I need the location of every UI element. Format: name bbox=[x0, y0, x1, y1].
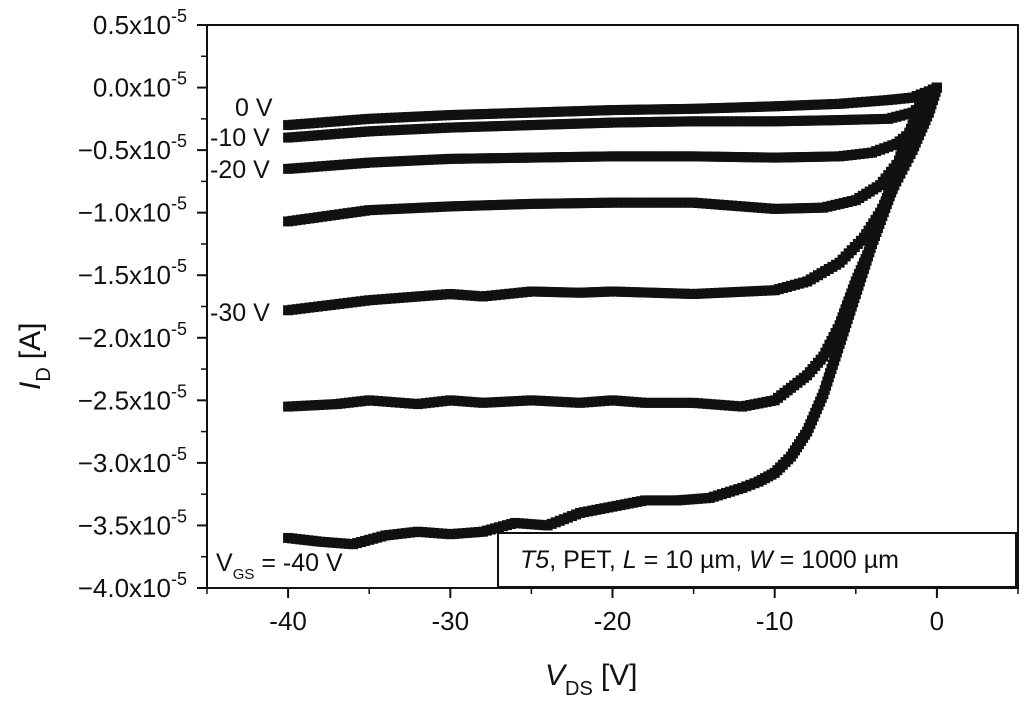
y-tick-label: −2.5x10-5 bbox=[78, 381, 187, 415]
y-tick-exponent: -5 bbox=[171, 6, 187, 26]
x-axis-sub: DS bbox=[565, 678, 593, 700]
x-axis-title: VDS [V] bbox=[545, 659, 638, 700]
y-tick-exponent: -5 bbox=[171, 194, 187, 214]
y-tick-mantissa: −1.5x10 bbox=[78, 260, 171, 290]
y-tick-mantissa: 0.0x10 bbox=[93, 73, 171, 103]
device-substrate: , PET, bbox=[549, 546, 623, 574]
y-tick-exponent: -5 bbox=[171, 506, 187, 526]
y-tick-mantissa: −1.0x10 bbox=[78, 198, 171, 228]
y-tick-exponent: -5 bbox=[171, 569, 187, 589]
device-l-value: = 10 µm, bbox=[637, 546, 749, 574]
y-tick-exponent: -5 bbox=[171, 381, 187, 401]
y-tick-mantissa: −2.0x10 bbox=[78, 323, 171, 353]
y-tick-exponent: -5 bbox=[171, 256, 187, 276]
vgs-rest: = -40 V bbox=[254, 549, 343, 577]
device-info-box bbox=[497, 532, 1017, 588]
x-tick-label: -30 bbox=[432, 606, 470, 636]
y-tick-mantissa: −3.0x10 bbox=[78, 448, 171, 478]
x-axis-main: V bbox=[545, 659, 568, 692]
x-tick-label: 0 bbox=[930, 606, 944, 636]
y-tick-label: −1.5x10-5 bbox=[78, 256, 187, 290]
curve-label-minus30v: -30 V bbox=[210, 299, 270, 327]
y-tick-label: −1.0x10-5 bbox=[78, 194, 187, 228]
curve-label-minus10v: -10 V bbox=[210, 124, 270, 152]
y-tick-exponent: -5 bbox=[171, 69, 187, 89]
y-tick-label: −3.5x10-5 bbox=[78, 506, 187, 540]
y-axis-title: ID [A] bbox=[14, 323, 55, 390]
y-tick-mantissa: −0.5x10 bbox=[78, 135, 171, 165]
x-tick-label: -40 bbox=[269, 606, 307, 636]
y-tick-mantissa: −3.5x10 bbox=[78, 510, 171, 540]
vgs-main: V bbox=[216, 549, 233, 577]
curve-label-minus20v: -20 V bbox=[210, 156, 270, 184]
y-tick-mantissa: −2.5x10 bbox=[78, 385, 171, 415]
y-tick-exponent: -5 bbox=[171, 444, 187, 464]
y-tick-mantissa: 0.5x10 bbox=[93, 10, 171, 40]
device-l-symbol: L bbox=[623, 546, 637, 574]
x-tick-label: -10 bbox=[756, 606, 794, 636]
y-tick-exponent: -5 bbox=[171, 319, 187, 339]
axis-ticks: -40 -30 -20 -10 00.5x10-50.0x10-5−0.5x10-5−1… bbox=[78, 6, 1019, 636]
data-markers bbox=[283, 82, 942, 550]
device-w-symbol: W bbox=[749, 546, 775, 574]
device-w-value: = 1000 µm bbox=[773, 546, 899, 574]
y-tick-label: 0.5x10-5 bbox=[93, 6, 187, 40]
y-tick-label: −4.0x10-5 bbox=[78, 569, 187, 603]
y-axis-unit: [A] bbox=[14, 323, 47, 360]
y-axis-main: I bbox=[14, 382, 47, 390]
device-info-text: T5, PET, L = 10 µm, W = 1000 µm bbox=[520, 546, 899, 574]
vgs-sub: GS bbox=[233, 566, 255, 583]
device-id: T5 bbox=[520, 546, 549, 574]
y-axis-sub: D bbox=[33, 367, 55, 381]
y-tick-exponent: -5 bbox=[171, 131, 187, 151]
y-tick-label: 0.0x10-5 bbox=[93, 69, 187, 103]
x-axis-unit: [V] bbox=[601, 659, 638, 692]
x-tick-label: -20 bbox=[594, 606, 632, 636]
curve-label-0v: 0 V bbox=[235, 94, 273, 122]
data-point-series-6 bbox=[931, 82, 942, 93]
y-tick-label: −3.0x10-5 bbox=[78, 444, 187, 478]
vgs-annotation: VGS = -40 V bbox=[216, 549, 343, 583]
y-tick-mantissa: −4.0x10 bbox=[78, 573, 171, 603]
y-tick-label: −0.5x10-5 bbox=[78, 131, 187, 165]
y-tick-label: −2.0x10-5 bbox=[78, 319, 187, 353]
